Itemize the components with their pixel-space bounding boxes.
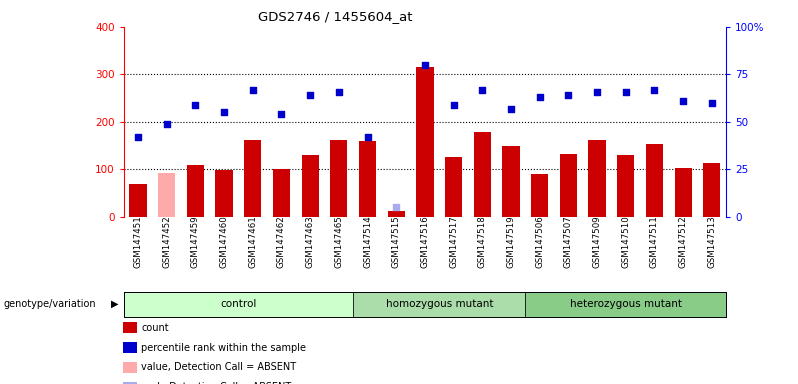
Bar [215, 170, 233, 217]
Point [247, 86, 259, 93]
Text: count: count [141, 323, 169, 333]
Point [476, 86, 488, 93]
Point [591, 88, 603, 94]
Text: GSM147460: GSM147460 [219, 215, 228, 268]
Point [390, 204, 403, 210]
Point [504, 106, 517, 112]
Text: GSM147518: GSM147518 [478, 215, 487, 268]
Point [533, 94, 546, 100]
Bar [330, 139, 347, 217]
Text: GSM147506: GSM147506 [535, 215, 544, 268]
Bar [302, 155, 318, 217]
Bar [388, 211, 405, 217]
Bar [525, 292, 726, 317]
Point [648, 86, 661, 93]
Bar [559, 154, 577, 217]
Text: rank, Detection Call = ABSENT: rank, Detection Call = ABSENT [141, 382, 291, 384]
Bar [474, 132, 491, 217]
Text: GSM147510: GSM147510 [622, 215, 630, 268]
Text: GSM147514: GSM147514 [363, 215, 372, 268]
Point [160, 121, 173, 127]
Text: GSM147459: GSM147459 [191, 215, 200, 268]
Point [677, 98, 689, 104]
Bar [359, 141, 376, 217]
Text: homozygous mutant: homozygous mutant [385, 299, 493, 310]
Bar [531, 174, 548, 217]
Text: GSM147461: GSM147461 [248, 215, 257, 268]
Bar [588, 139, 606, 217]
Text: value, Detection Call = ABSENT: value, Detection Call = ABSENT [141, 362, 296, 372]
Text: GSM147512: GSM147512 [678, 215, 688, 268]
Text: control: control [220, 299, 257, 310]
Point [304, 92, 317, 98]
Text: GSM147463: GSM147463 [306, 215, 314, 268]
Text: GSM147507: GSM147507 [564, 215, 573, 268]
Text: GSM147516: GSM147516 [421, 215, 429, 268]
Point [189, 102, 202, 108]
Text: GSM147465: GSM147465 [334, 215, 343, 268]
Text: GDS2746 / 1455604_at: GDS2746 / 1455604_at [258, 10, 413, 23]
Point [619, 88, 632, 94]
Text: GSM147462: GSM147462 [277, 215, 286, 268]
Text: GSM147511: GSM147511 [650, 215, 659, 268]
Bar [646, 144, 663, 217]
Bar [187, 165, 204, 217]
Text: GSM147451: GSM147451 [133, 215, 143, 268]
Text: GSM147513: GSM147513 [707, 215, 717, 268]
Point [275, 111, 288, 118]
Bar [417, 67, 433, 217]
Text: GSM147517: GSM147517 [449, 215, 458, 268]
Text: genotype/variation: genotype/variation [4, 299, 97, 309]
Bar [124, 292, 354, 317]
Bar [129, 184, 147, 217]
Bar [354, 292, 525, 317]
Point [218, 109, 231, 116]
Text: percentile rank within the sample: percentile rank within the sample [141, 343, 306, 353]
Point [361, 134, 374, 140]
Point [562, 92, 575, 98]
Bar [273, 169, 290, 217]
Point [705, 100, 718, 106]
Point [418, 62, 431, 68]
Bar [158, 173, 176, 217]
Text: GSM147509: GSM147509 [593, 215, 602, 268]
Bar [703, 163, 721, 217]
Bar [503, 146, 519, 217]
Bar [617, 155, 634, 217]
Bar [674, 168, 692, 217]
Text: heterozygous mutant: heterozygous mutant [570, 299, 681, 310]
Text: GSM147452: GSM147452 [162, 215, 172, 268]
Point [132, 134, 144, 140]
Bar [445, 157, 462, 217]
Point [333, 88, 346, 94]
Bar [244, 139, 262, 217]
Point [447, 102, 460, 108]
Text: GSM147519: GSM147519 [507, 215, 516, 268]
Text: ▶: ▶ [111, 299, 118, 309]
Text: GSM147515: GSM147515 [392, 215, 401, 268]
